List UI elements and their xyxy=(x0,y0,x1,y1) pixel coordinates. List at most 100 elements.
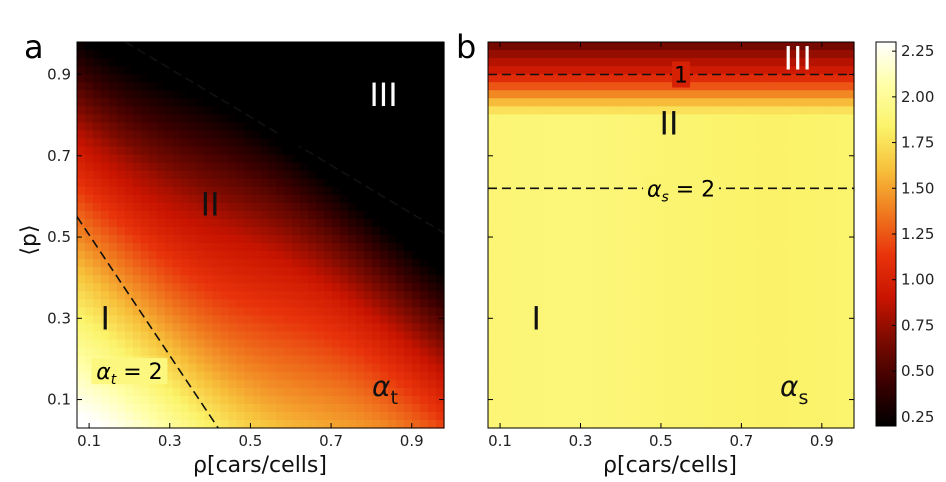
heatmap-cell xyxy=(252,218,262,228)
heatmap-cell xyxy=(750,371,760,381)
heatmap-cell xyxy=(575,299,585,308)
heatmap-cell xyxy=(92,170,102,180)
heatmap-cell xyxy=(132,403,142,413)
heatmap-cell xyxy=(495,403,505,413)
heatmap-cell xyxy=(495,331,505,341)
heatmap-cell xyxy=(503,259,513,268)
heatmap-cell xyxy=(396,66,405,75)
heatmap-cell xyxy=(404,210,413,220)
heatmap-cell xyxy=(519,283,529,292)
heatmap-cell xyxy=(591,291,600,300)
heatmap-cell xyxy=(734,210,744,220)
heatmap-cell xyxy=(236,50,246,59)
heatmap-cell xyxy=(372,42,381,51)
heatmap-cell xyxy=(758,243,768,252)
heatmap-cell xyxy=(814,355,823,365)
heatmap-cell xyxy=(822,291,831,300)
heatmap-cell xyxy=(758,275,768,284)
heatmap-cell xyxy=(308,42,317,51)
heatmap-cell xyxy=(710,130,720,140)
heatmap-cell xyxy=(742,403,752,413)
heatmap-cell xyxy=(436,235,445,244)
heatmap-cell xyxy=(404,379,413,389)
heatmap-cell xyxy=(204,363,214,373)
heatmap-cell xyxy=(108,154,118,164)
heatmap-cell xyxy=(268,267,278,276)
heatmap-cell xyxy=(726,98,736,107)
heatmap-cell xyxy=(543,138,553,148)
heatmap-cell xyxy=(559,299,569,308)
heatmap-cell xyxy=(228,243,238,252)
heatmap-cell xyxy=(559,42,569,51)
heatmap-cell xyxy=(750,186,760,196)
heatmap-cell xyxy=(567,347,577,357)
heatmap-cell xyxy=(718,403,728,413)
heatmap-cell xyxy=(308,178,317,188)
heatmap-cell xyxy=(488,82,497,91)
heatmap-cell xyxy=(702,251,712,260)
heatmap-cell xyxy=(124,323,134,333)
heatmap-cell xyxy=(244,82,254,91)
heatmap-cell xyxy=(575,114,585,124)
heatmap-cell xyxy=(260,98,270,107)
heatmap-cell xyxy=(742,419,752,429)
heatmap-cell xyxy=(758,210,768,220)
heatmap-cell xyxy=(806,419,815,429)
heatmap-cell xyxy=(647,395,656,405)
heatmap-cell xyxy=(164,50,174,59)
heatmap-cell xyxy=(495,379,505,389)
heatmap-cell xyxy=(758,98,768,107)
heatmap-cell xyxy=(766,299,776,308)
heatmap-cell xyxy=(575,210,585,220)
heatmap-cell xyxy=(607,411,616,421)
heatmap-cell xyxy=(172,162,182,172)
heatmap-cell xyxy=(436,363,445,373)
heatmap-cell xyxy=(228,299,238,308)
heatmap-cell xyxy=(172,178,182,188)
heatmap-cell xyxy=(647,347,656,357)
heatmap-cell xyxy=(671,130,680,140)
heatmap-cell xyxy=(822,178,831,188)
heatmap-cell xyxy=(678,42,688,51)
heatmap-cell xyxy=(750,395,760,405)
heatmap-cell xyxy=(750,74,760,83)
heatmap-cell xyxy=(694,130,704,140)
heatmap-cell xyxy=(806,243,815,252)
heatmap-cell xyxy=(164,162,174,172)
heatmap-cell xyxy=(324,226,333,236)
heatmap-cell xyxy=(332,138,341,148)
heatmap-cell xyxy=(846,411,855,421)
heatmap-cell xyxy=(196,114,206,124)
heatmap-cell xyxy=(236,218,246,228)
heatmap-cell xyxy=(551,291,561,300)
heatmap-cell xyxy=(172,299,182,308)
heatmap-cell xyxy=(116,138,126,148)
heatmap-cell xyxy=(655,243,664,252)
heatmap-cell xyxy=(100,66,110,75)
heatmap-cell xyxy=(108,202,118,212)
heatmap-cell xyxy=(758,259,768,268)
heatmap-cell xyxy=(798,267,807,276)
heatmap-cell xyxy=(380,170,389,180)
heatmap-cell xyxy=(324,299,333,308)
heatmap-cell xyxy=(750,194,760,204)
heatmap-cell xyxy=(519,379,529,389)
heatmap-cell xyxy=(623,170,632,180)
heatmap-cell xyxy=(559,66,569,75)
heatmap-cell xyxy=(204,387,214,397)
heatmap-cell xyxy=(623,130,632,140)
heatmap-cell xyxy=(543,339,553,349)
heatmap-cell xyxy=(84,275,94,284)
heatmap-cell xyxy=(678,154,688,164)
heatmap-cell xyxy=(268,138,278,148)
heatmap-cell xyxy=(220,58,230,67)
heatmap-cell xyxy=(180,210,190,220)
heatmap-cell xyxy=(284,419,294,429)
heatmap-cell xyxy=(822,323,831,333)
heatmap-cell xyxy=(156,154,166,164)
heatmap-cell xyxy=(108,403,118,413)
heatmap-cell xyxy=(84,58,94,67)
heatmap-cell xyxy=(591,186,600,196)
heatmap-cell xyxy=(511,291,521,300)
heatmap-cell xyxy=(276,50,286,59)
